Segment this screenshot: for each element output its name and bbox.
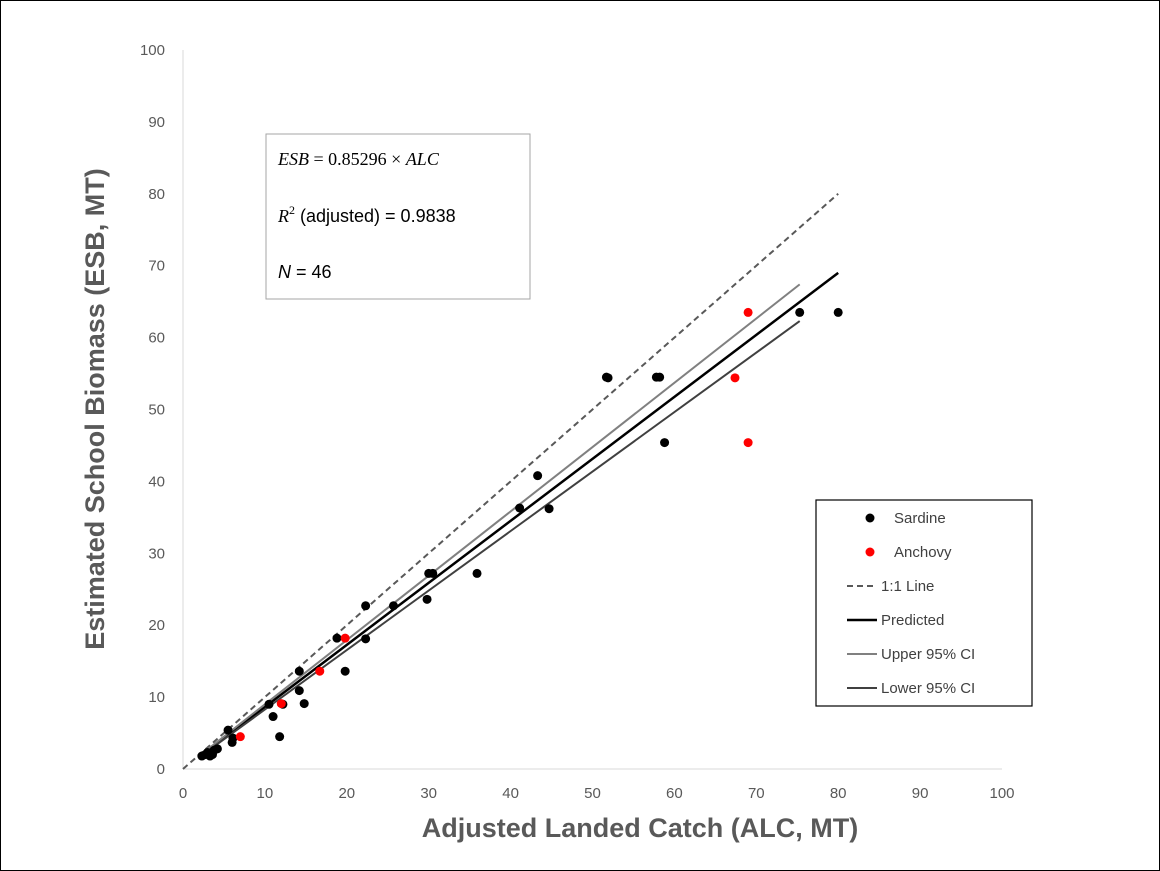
- y-tick-label: 60: [148, 330, 165, 347]
- n-line: N = 46: [278, 262, 332, 282]
- y-tick-label: 70: [148, 258, 165, 275]
- x-tick-label: 20: [338, 785, 355, 802]
- equation-lhs: ESB: [277, 149, 309, 169]
- legend-marker-anchovy: [865, 547, 875, 557]
- r2-symbol: R: [277, 206, 289, 226]
- y-tick-label: 30: [148, 545, 165, 562]
- sardine-point: [294, 686, 304, 696]
- sardine-point: [544, 504, 554, 514]
- sardine-point: [655, 372, 665, 382]
- x-tick-label: 60: [666, 785, 683, 802]
- y-tick-label: 90: [148, 114, 165, 131]
- legend-label-sardine: Sardine: [894, 510, 946, 527]
- anchovy-point: [315, 666, 325, 676]
- legend-label-upper-95-ci: Upper 95% CI: [881, 646, 975, 663]
- equation-line: ESB = 0.85296 × ALC: [277, 149, 440, 169]
- sardine-point: [660, 438, 670, 448]
- sardine-point: [472, 568, 482, 578]
- sardine-point: [533, 471, 543, 481]
- legend: Sardine Anchovy 1:1 Line Predicted Upper 95%…: [815, 499, 1033, 707]
- legend-label-lower-95-ci: Lower 95% CI: [881, 680, 975, 697]
- equation-box-border: [265, 133, 531, 300]
- sardine-point: [388, 601, 398, 611]
- y-tick-label: 50: [148, 402, 165, 419]
- series-line-upper-95-ci: [201, 283, 801, 755]
- sardine-point: [361, 634, 371, 644]
- x-tick-label: 100: [989, 785, 1014, 802]
- sardine-point: [223, 725, 233, 735]
- r2-superscript: 2: [289, 203, 295, 217]
- x-tick-label: 90: [912, 785, 929, 802]
- sardine-point: [268, 712, 278, 722]
- y-tick-label: 80: [148, 186, 165, 203]
- equation-rhs: = 0.85296 ×: [309, 149, 406, 169]
- anchovy-point: [276, 699, 286, 709]
- n-symbol: N: [278, 262, 292, 282]
- sardine-point: [275, 732, 285, 742]
- anchovy-point: [743, 438, 753, 448]
- sardine-point: [795, 307, 805, 317]
- sardine-point: [515, 503, 525, 513]
- legend-label-1-1-line: 1:1 Line: [881, 578, 934, 595]
- x-tick-label: 40: [502, 785, 519, 802]
- sardine-point: [428, 568, 438, 578]
- y-tick-label: 10: [148, 689, 165, 706]
- anchovy-point: [743, 307, 753, 317]
- sardine-point: [422, 594, 432, 604]
- sardine-point: [833, 307, 843, 317]
- y-tick-label: 20: [148, 617, 165, 634]
- r2-line: R2 (adjusted) = 0.9838: [277, 203, 456, 226]
- y-tick-label: 100: [140, 42, 165, 59]
- equation-box: ESB = 0.85296 × ALC R2 (adjusted) = 0.98…: [265, 133, 531, 300]
- series-line-lower-95-ci: [201, 320, 801, 757]
- series-points: [197, 307, 843, 761]
- sardine-point: [212, 744, 222, 754]
- legend-label-anchovy: Anchovy: [894, 544, 952, 561]
- axes: 0 10 20 30 40 50 60 70 80 90 100 0 10 20 30 40 50 60 70 80 9…: [140, 42, 1015, 802]
- series-line-predicted: [201, 271, 839, 756]
- y-axis-title: Estimated School Biomass (ESB, MT): [80, 168, 110, 650]
- sardine-point: [228, 733, 238, 743]
- legend-label-predicted: Predicted: [881, 612, 944, 629]
- x-tick-label: 50: [584, 785, 601, 802]
- y-tick-label: 0: [157, 761, 165, 778]
- anchovy-point: [340, 633, 350, 643]
- x-tick-label: 10: [257, 785, 274, 802]
- x-tick-label: 70: [748, 785, 765, 802]
- equation-var: ALC: [405, 149, 440, 169]
- r2-value: (adjusted) = 0.9838: [295, 206, 456, 226]
- n-value: = 46: [291, 262, 332, 282]
- x-axis-title: Adjusted Landed Catch (ALC, MT): [422, 813, 858, 843]
- legend-border: [815, 499, 1033, 707]
- sardine-point: [340, 666, 350, 676]
- y-tick-label: 40: [148, 473, 165, 490]
- anchovy-point: [235, 732, 245, 742]
- series-lines: [182, 193, 839, 770]
- x-tick-label: 0: [179, 785, 187, 802]
- sardine-point: [361, 601, 371, 611]
- sardine-point: [603, 373, 613, 383]
- sardine-point: [299, 699, 309, 709]
- legend-marker-sardine: [865, 513, 875, 523]
- x-tick-label: 80: [830, 785, 847, 802]
- sardine-point: [332, 633, 342, 643]
- sardine-point: [294, 666, 304, 676]
- anchovy-point: [730, 373, 740, 383]
- x-tick-label: 30: [420, 785, 437, 802]
- sardine-point: [264, 699, 274, 709]
- series-line-1-1-line: [182, 193, 839, 770]
